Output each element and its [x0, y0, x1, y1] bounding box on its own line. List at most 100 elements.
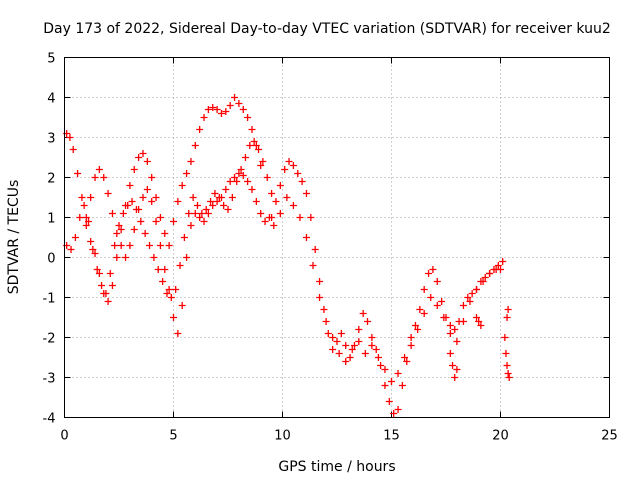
- data-point: [117, 242, 125, 249]
- data-point: [368, 342, 376, 349]
- data-point: [390, 410, 398, 417]
- x-tick-label: 15: [383, 429, 400, 444]
- y-tick-label: -1: [43, 292, 56, 307]
- data-point: [364, 318, 372, 325]
- data-point: [115, 222, 123, 229]
- data-point: [381, 366, 389, 373]
- data-point: [104, 190, 112, 197]
- data-point: [453, 338, 461, 345]
- data-point: [154, 266, 162, 273]
- data-point: [233, 178, 241, 185]
- data-point: [281, 166, 289, 173]
- data-point: [174, 198, 182, 205]
- data-point: [342, 342, 350, 349]
- data-point: [135, 154, 143, 161]
- data-point: [259, 158, 267, 165]
- data-point: [497, 266, 504, 273]
- series-trace-2: [63, 138, 276, 301]
- x-tick-label: 0: [60, 429, 68, 444]
- data-point: [235, 100, 243, 107]
- data-point: [78, 194, 86, 201]
- data-point: [89, 246, 97, 253]
- data-point: [276, 210, 284, 217]
- data-point: [494, 262, 502, 269]
- data-point: [479, 278, 487, 285]
- data-point: [481, 274, 489, 281]
- data-point: [202, 206, 210, 213]
- y-tick-labels: -4 -3 -2 -1 0 1 2 3 4 5: [43, 52, 56, 427]
- data-point: [146, 242, 154, 249]
- data-point: [71, 234, 79, 241]
- data-point: [333, 338, 341, 345]
- data-point: [459, 318, 467, 325]
- data-point: [178, 302, 186, 309]
- data-point: [504, 306, 512, 313]
- data-point: [361, 350, 369, 357]
- data-point: [224, 206, 232, 213]
- plot-frame: [64, 57, 610, 418]
- x-tick-label: 20: [492, 429, 509, 444]
- data-point: [135, 206, 143, 213]
- data-point: [189, 194, 197, 201]
- data-point: [473, 286, 481, 293]
- data-point: [170, 218, 177, 225]
- data-point: [241, 154, 249, 161]
- data-point: [185, 210, 193, 217]
- data-point: [108, 282, 116, 289]
- chart-title: Day 173 of 2022, Sidereal Day-to-day VTE…: [43, 21, 611, 37]
- data-point: [117, 226, 125, 233]
- data-point: [148, 174, 156, 181]
- data-point: [209, 202, 217, 209]
- data-point: [311, 246, 319, 253]
- data-point: [250, 138, 258, 145]
- data-point: [322, 318, 330, 325]
- y-tick-label: 2: [47, 172, 55, 187]
- data-point: [394, 370, 402, 377]
- data-point: [298, 178, 306, 185]
- data-point: [252, 198, 260, 205]
- data-point: [222, 186, 230, 193]
- data-point: [385, 398, 393, 405]
- data-point: [283, 194, 291, 201]
- data-point: [235, 170, 243, 177]
- data-point: [67, 246, 75, 253]
- data-point: [213, 198, 221, 205]
- data-point: [261, 218, 269, 225]
- data-point: [66, 134, 74, 141]
- data-point: [82, 222, 90, 229]
- data-point: [102, 290, 110, 297]
- y-axis-label: SDTVAR / TECUs: [6, 180, 22, 295]
- data-point: [217, 110, 225, 117]
- data-point: [119, 210, 127, 217]
- data-point: [130, 166, 138, 173]
- data-point: [122, 254, 130, 261]
- data-point: [420, 286, 428, 293]
- data-point: [401, 354, 409, 361]
- x-tick-label: 5: [169, 429, 177, 444]
- data-point: [425, 270, 433, 277]
- data-point: [180, 234, 188, 241]
- data-point: [178, 182, 186, 189]
- data-point: [337, 330, 345, 337]
- x-tick-label: 25: [601, 429, 618, 444]
- data-point: [289, 202, 297, 209]
- data-point: [394, 406, 402, 413]
- data-point: [141, 230, 149, 237]
- data-point: [207, 198, 215, 205]
- series-trace-4: [268, 158, 507, 417]
- data-point: [111, 242, 119, 249]
- data-point: [324, 330, 332, 337]
- data-point: [76, 214, 84, 221]
- data-point: [316, 294, 324, 301]
- y-tick-label: -2: [43, 332, 56, 347]
- data-point: [433, 302, 441, 309]
- data-point: [226, 102, 234, 109]
- data-point: [453, 366, 461, 373]
- data-point: [350, 342, 358, 349]
- data-point: [156, 214, 164, 221]
- data-point: [84, 218, 92, 225]
- data-point: [449, 362, 457, 369]
- data-point: [368, 334, 376, 341]
- data-point: [414, 326, 422, 333]
- data-point: [237, 166, 245, 173]
